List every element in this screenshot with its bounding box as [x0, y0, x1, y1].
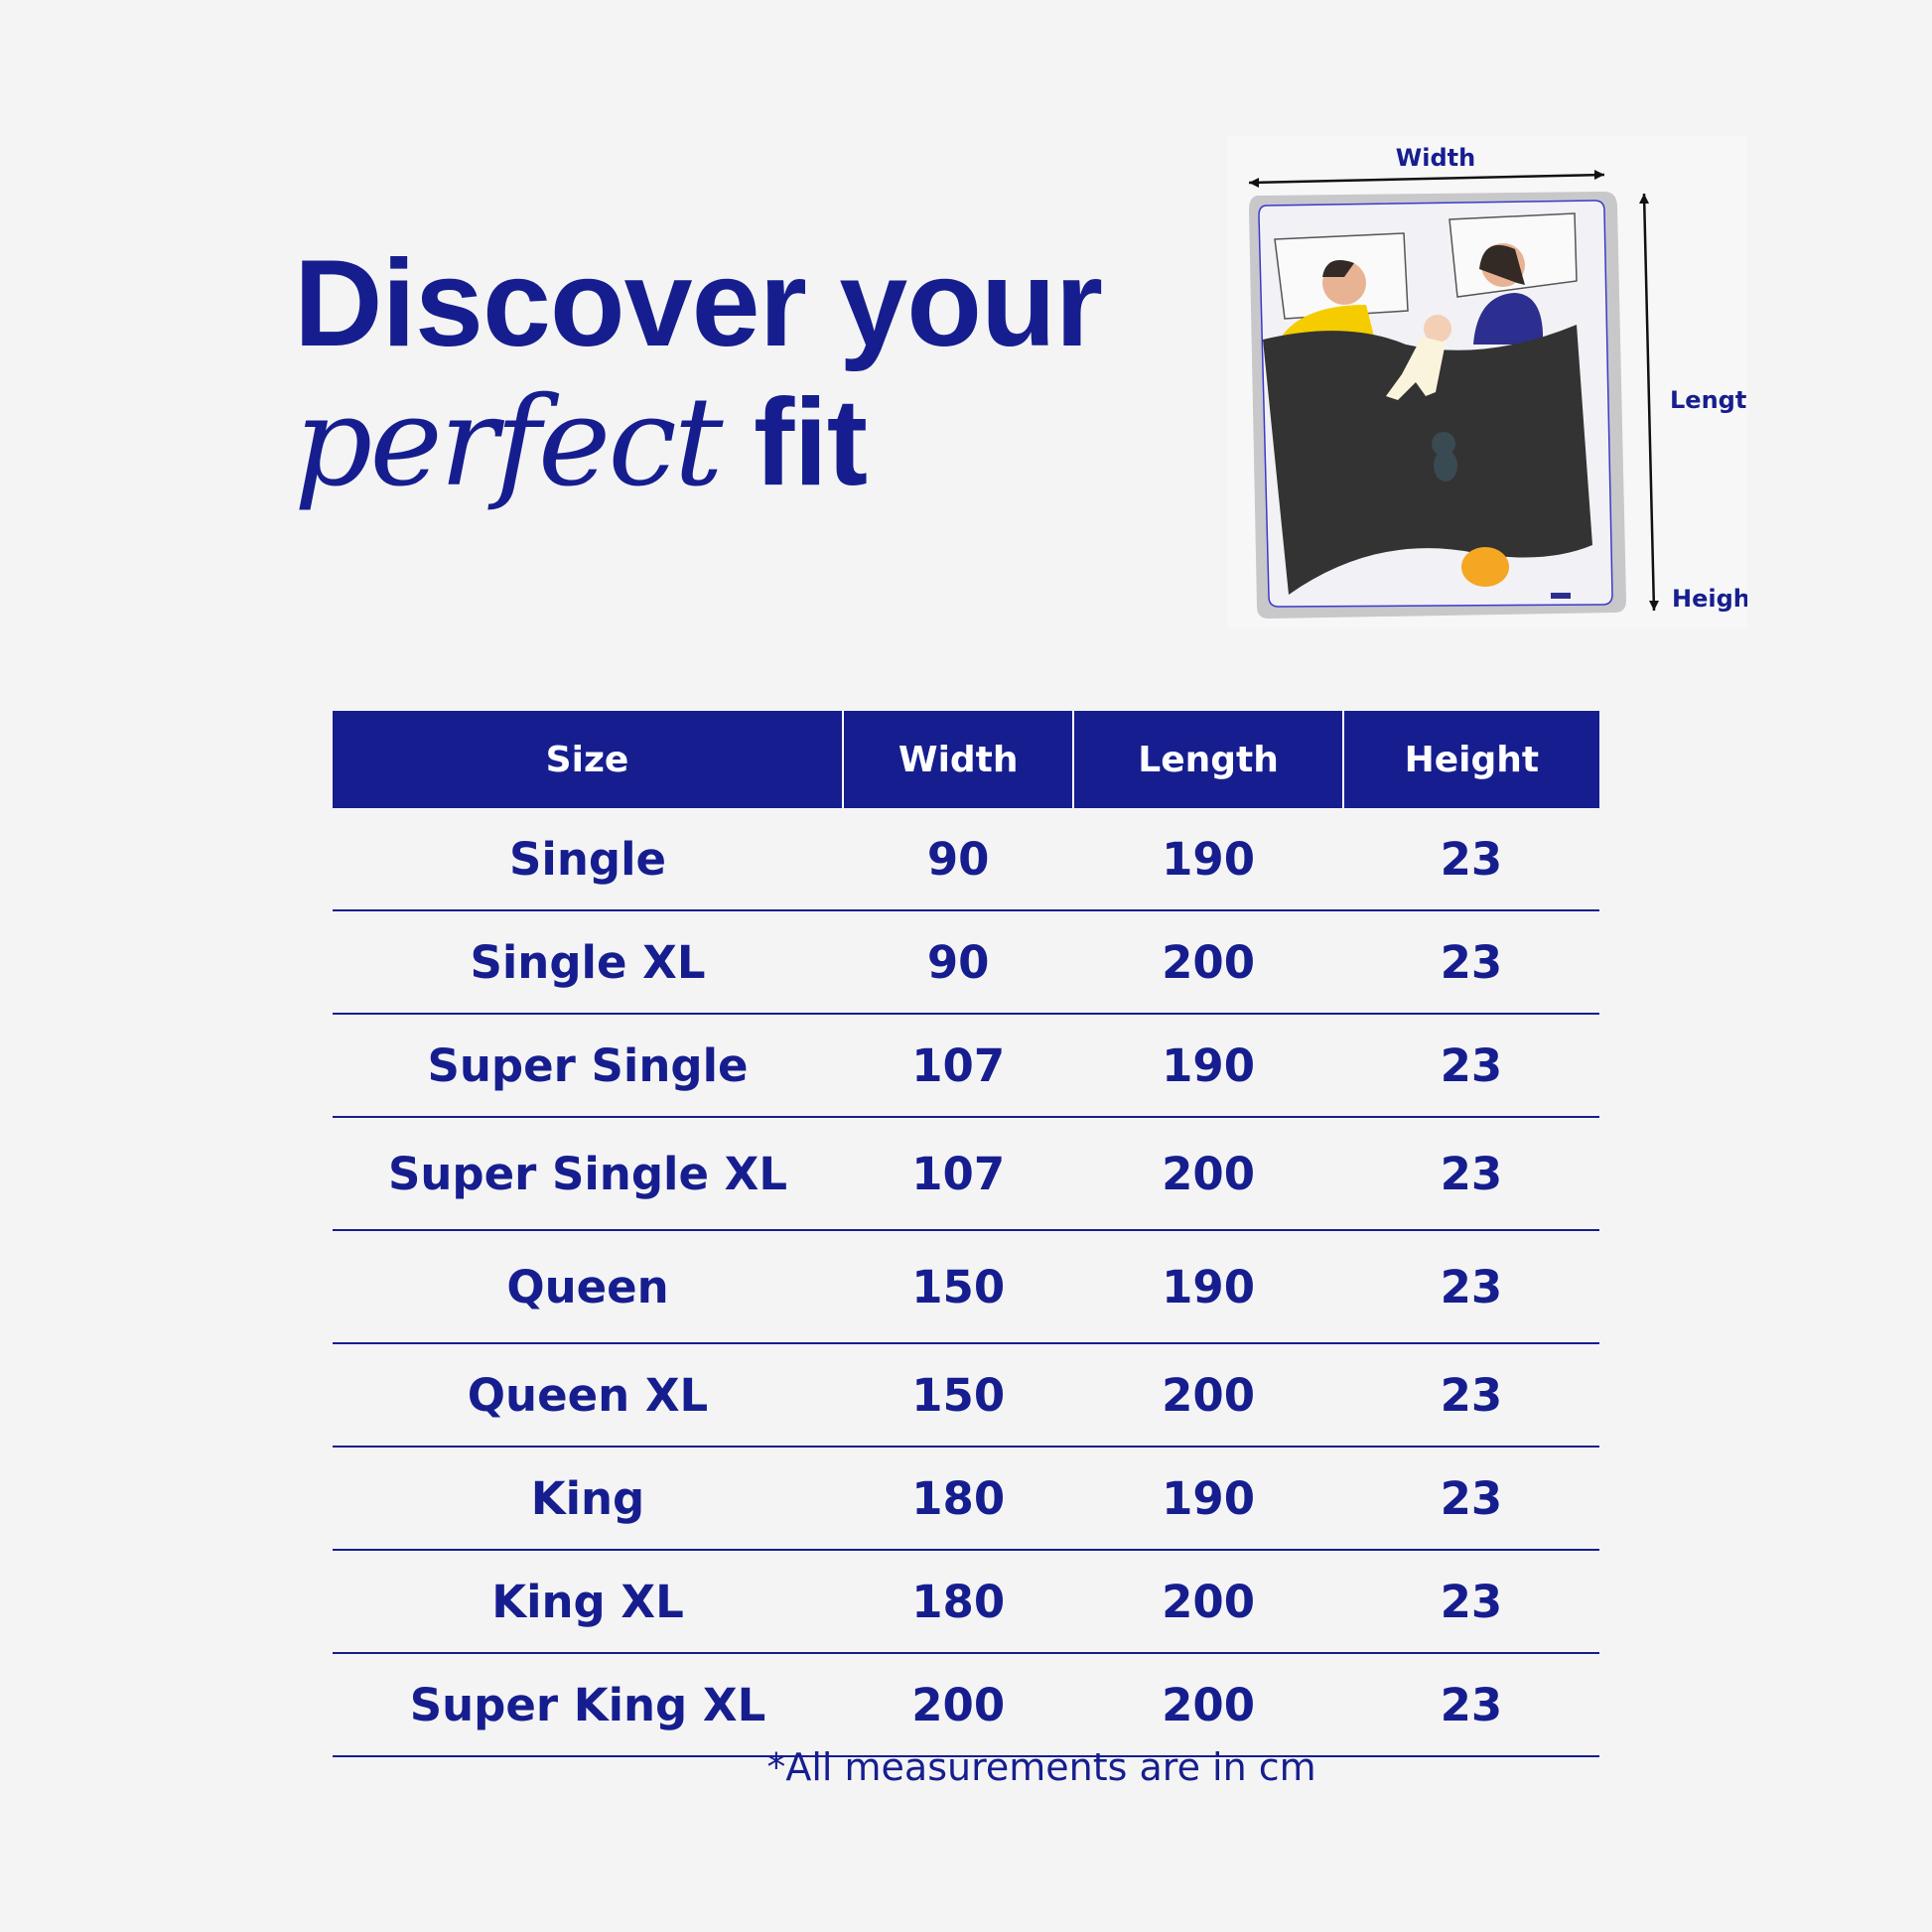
cell-height: 23 — [1342, 1014, 1599, 1118]
header-height: Height — [1341, 711, 1599, 808]
table-row: Super Single 107 190 23 — [333, 1014, 1599, 1118]
cell-size: Queen XL — [333, 1343, 843, 1448]
table-header-row: Size Width Length Height — [333, 711, 1599, 808]
table-row: King XL 180 200 23 — [333, 1550, 1599, 1654]
table-row: King 180 190 23 — [333, 1447, 1599, 1551]
table-row: Single 90 190 23 — [333, 808, 1599, 911]
cell-width: 107 — [843, 1014, 1074, 1118]
cat — [1461, 547, 1509, 587]
cell-length: 190 — [1073, 808, 1343, 911]
footnote: *All measurements are in cm — [766, 1745, 1316, 1789]
cell-size: Super King XL — [333, 1653, 843, 1757]
cell-length: 200 — [1073, 1343, 1343, 1448]
cell-height: 23 — [1342, 1343, 1599, 1448]
table-row: Super Single XL 107 200 23 — [333, 1117, 1599, 1231]
cell-height: 23 — [1342, 1117, 1599, 1231]
cell-width: 150 — [843, 1230, 1074, 1344]
cell-size: Single — [333, 808, 843, 911]
header-length: Length — [1072, 711, 1343, 808]
size-table: Size Width Length Height Single 90 190 23 Si… — [333, 711, 1599, 1757]
cell-height: 23 — [1342, 808, 1599, 911]
cell-length: 200 — [1073, 1653, 1343, 1757]
cell-size: Single XL — [333, 910, 843, 1015]
width-arrow — [1248, 173, 1605, 185]
cell-height: 23 — [1342, 1447, 1599, 1551]
cell-size: Super Single — [333, 1014, 843, 1118]
cell-size: King — [333, 1447, 843, 1551]
header-size: Size — [333, 711, 843, 808]
cell-height: 23 — [1342, 1653, 1599, 1757]
cell-size: King XL — [333, 1550, 843, 1654]
title-line-2: perfect fit — [294, 373, 1102, 512]
blanket — [1263, 325, 1592, 595]
title-bold-word: fit — [754, 374, 868, 511]
cell-length: 200 — [1073, 1550, 1343, 1654]
cell-height: 23 — [1342, 1550, 1599, 1654]
cell-width: 150 — [843, 1343, 1074, 1448]
table-row: Queen 150 190 23 — [333, 1230, 1599, 1344]
page-title: Discover your perfect fit — [294, 234, 1103, 512]
header-width: Width — [841, 711, 1074, 808]
cell-width: 180 — [843, 1447, 1074, 1551]
title-line-1: Discover your — [294, 235, 1103, 372]
cell-length: 190 — [1073, 1014, 1343, 1118]
cell-height: 23 — [1342, 910, 1599, 1015]
cell-length: 200 — [1073, 910, 1343, 1015]
cell-width: 180 — [843, 1550, 1074, 1654]
length-label: Length — [1670, 386, 1747, 414]
width-label: Width — [1396, 144, 1475, 172]
title-italic-word: perfect — [294, 371, 724, 514]
mattress-illustration: Width Length Height — [1227, 136, 1747, 628]
cell-length: 200 — [1073, 1117, 1343, 1231]
cell-width: 200 — [843, 1653, 1074, 1757]
cell-width: 90 — [843, 808, 1074, 911]
table-row: Single XL 90 200 23 — [333, 910, 1599, 1015]
cell-height: 23 — [1342, 1230, 1599, 1344]
table-row: Queen XL 150 200 23 — [333, 1343, 1599, 1448]
length-arrow — [1642, 193, 1656, 612]
height-label: Height — [1672, 585, 1747, 613]
table-row: Super King XL 200 200 23 — [333, 1653, 1599, 1757]
teddy-bear — [1432, 432, 1455, 456]
cell-width: 107 — [843, 1117, 1074, 1231]
cell-width: 90 — [843, 910, 1074, 1015]
cell-size: Queen — [333, 1230, 843, 1344]
cell-size: Super Single XL — [333, 1117, 843, 1231]
cell-length: 190 — [1073, 1230, 1343, 1344]
cell-length: 190 — [1073, 1447, 1343, 1551]
